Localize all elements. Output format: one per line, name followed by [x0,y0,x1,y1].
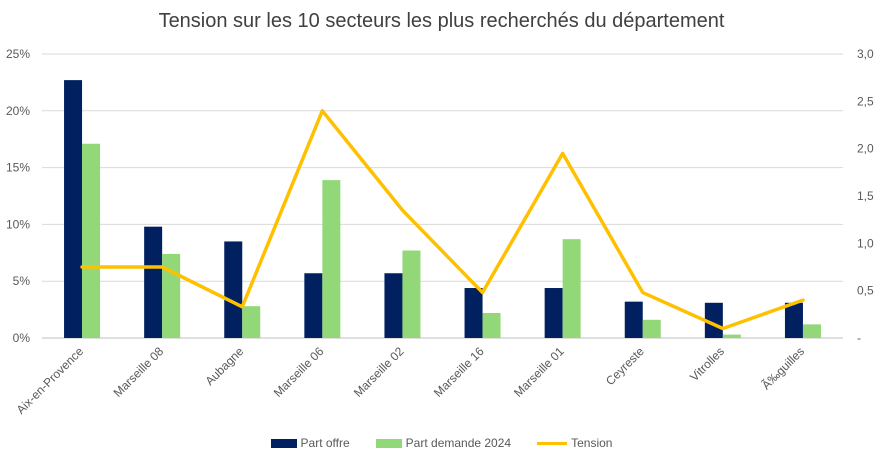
bar-offre [64,80,83,339]
y-right-tick-label: 2,5 [857,94,874,108]
x-category-label: Marseille 02 [351,344,407,400]
y-left-tick-label: 15% [6,161,30,175]
y-left-tick-label: 0% [13,331,31,345]
y-left-tick-label: 25% [6,47,30,61]
bar-offre [624,301,643,338]
bar-demande [802,324,821,338]
legend-swatch-demande [375,438,402,448]
bar-demande [642,319,661,338]
y-right-tick-label: 3,0 [857,47,874,61]
bar-offre [464,288,483,338]
x-category-label: Ceyreste [603,344,647,388]
bar-demande [322,180,341,338]
legend-label-offre: Part offre [300,436,350,450]
bar-offre [704,302,723,338]
bar-demande [482,313,501,338]
chart-title: Tension sur les 10 secteurs les plus rec… [158,10,725,32]
legend-swatch-offre [270,438,297,448]
y-right-tick-label: 0,5 [857,284,874,298]
x-category-label: Aubagne [202,344,246,388]
legend-swatch-tension [537,441,568,445]
y-left-tick-label: 5% [13,274,31,288]
y-right-tick-label: 1,0 [857,236,874,250]
bar-demande [402,250,421,338]
x-category-label: Vitrolles [687,344,727,384]
legend-label-demande: Part demande 2024 [405,436,512,450]
y-right-tick-label: 2,0 [857,142,874,156]
bar-demande [562,239,581,338]
bar-offre [544,288,563,338]
x-category-label: Ã‰guilles [759,344,807,392]
legend-item-tension: Tension [537,436,612,450]
x-category-label: Marseille 06 [271,344,327,400]
legend-label-tension: Tension [571,436,613,450]
x-category-label: Marseille 01 [511,344,567,400]
y-right-tick-label: 1,5 [857,189,874,203]
y-left-tick-label: 20% [6,104,30,118]
legend-item-demande: Part demande 2024 [375,436,512,450]
bar-demande [722,334,741,338]
bar-offre [304,273,323,338]
bar-offre [144,226,163,338]
bar-offre [384,273,403,338]
x-category-label: Marseille 08 [111,344,167,400]
bar-demande [82,143,101,338]
chart-legend: Part offre Part demande 2024 Tension [0,436,883,450]
bar-demande [242,306,261,338]
x-category-label: Aix-en-Provence [14,344,87,417]
x-category-label: Marseille 16 [431,344,487,400]
y-right-tick-label: - [857,331,861,345]
bar-offre [224,241,243,338]
legend-item-offre: Part offre [270,436,350,450]
bar-offre [784,302,803,338]
y-left-tick-label: 10% [6,217,30,231]
tension-line [80,109,805,331]
